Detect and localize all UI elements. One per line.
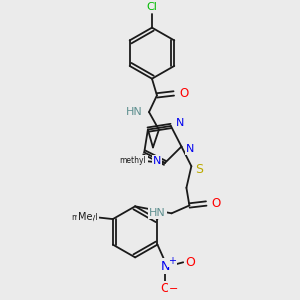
Text: N: N	[176, 118, 184, 128]
Text: Cl: Cl	[146, 2, 158, 12]
Text: O: O	[212, 197, 221, 210]
Text: +: +	[168, 256, 176, 266]
Text: O: O	[185, 256, 195, 269]
Text: S: S	[195, 163, 203, 176]
Text: N: N	[138, 156, 146, 166]
Text: O: O	[160, 282, 170, 295]
Text: HN: HN	[126, 107, 142, 117]
Text: O: O	[179, 87, 188, 100]
Text: N: N	[186, 143, 195, 154]
Text: Me: Me	[78, 212, 92, 222]
Text: N: N	[153, 156, 161, 166]
Text: HN: HN	[149, 208, 166, 218]
Text: −: −	[169, 284, 178, 294]
Text: methyl: methyl	[119, 156, 146, 165]
Text: N: N	[161, 260, 170, 273]
Text: methyl: methyl	[72, 213, 98, 222]
